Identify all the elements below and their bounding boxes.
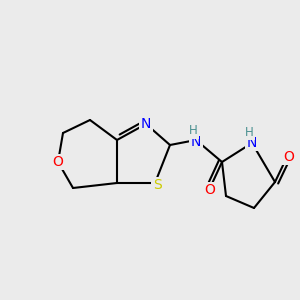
Text: N: N: [141, 117, 151, 131]
Text: O: O: [52, 155, 63, 169]
Text: O: O: [205, 183, 215, 197]
Text: H: H: [244, 125, 253, 139]
Text: O: O: [284, 150, 294, 164]
Text: S: S: [153, 178, 161, 192]
Text: N: N: [247, 136, 257, 150]
Text: N: N: [191, 135, 201, 149]
Text: H: H: [189, 124, 197, 137]
